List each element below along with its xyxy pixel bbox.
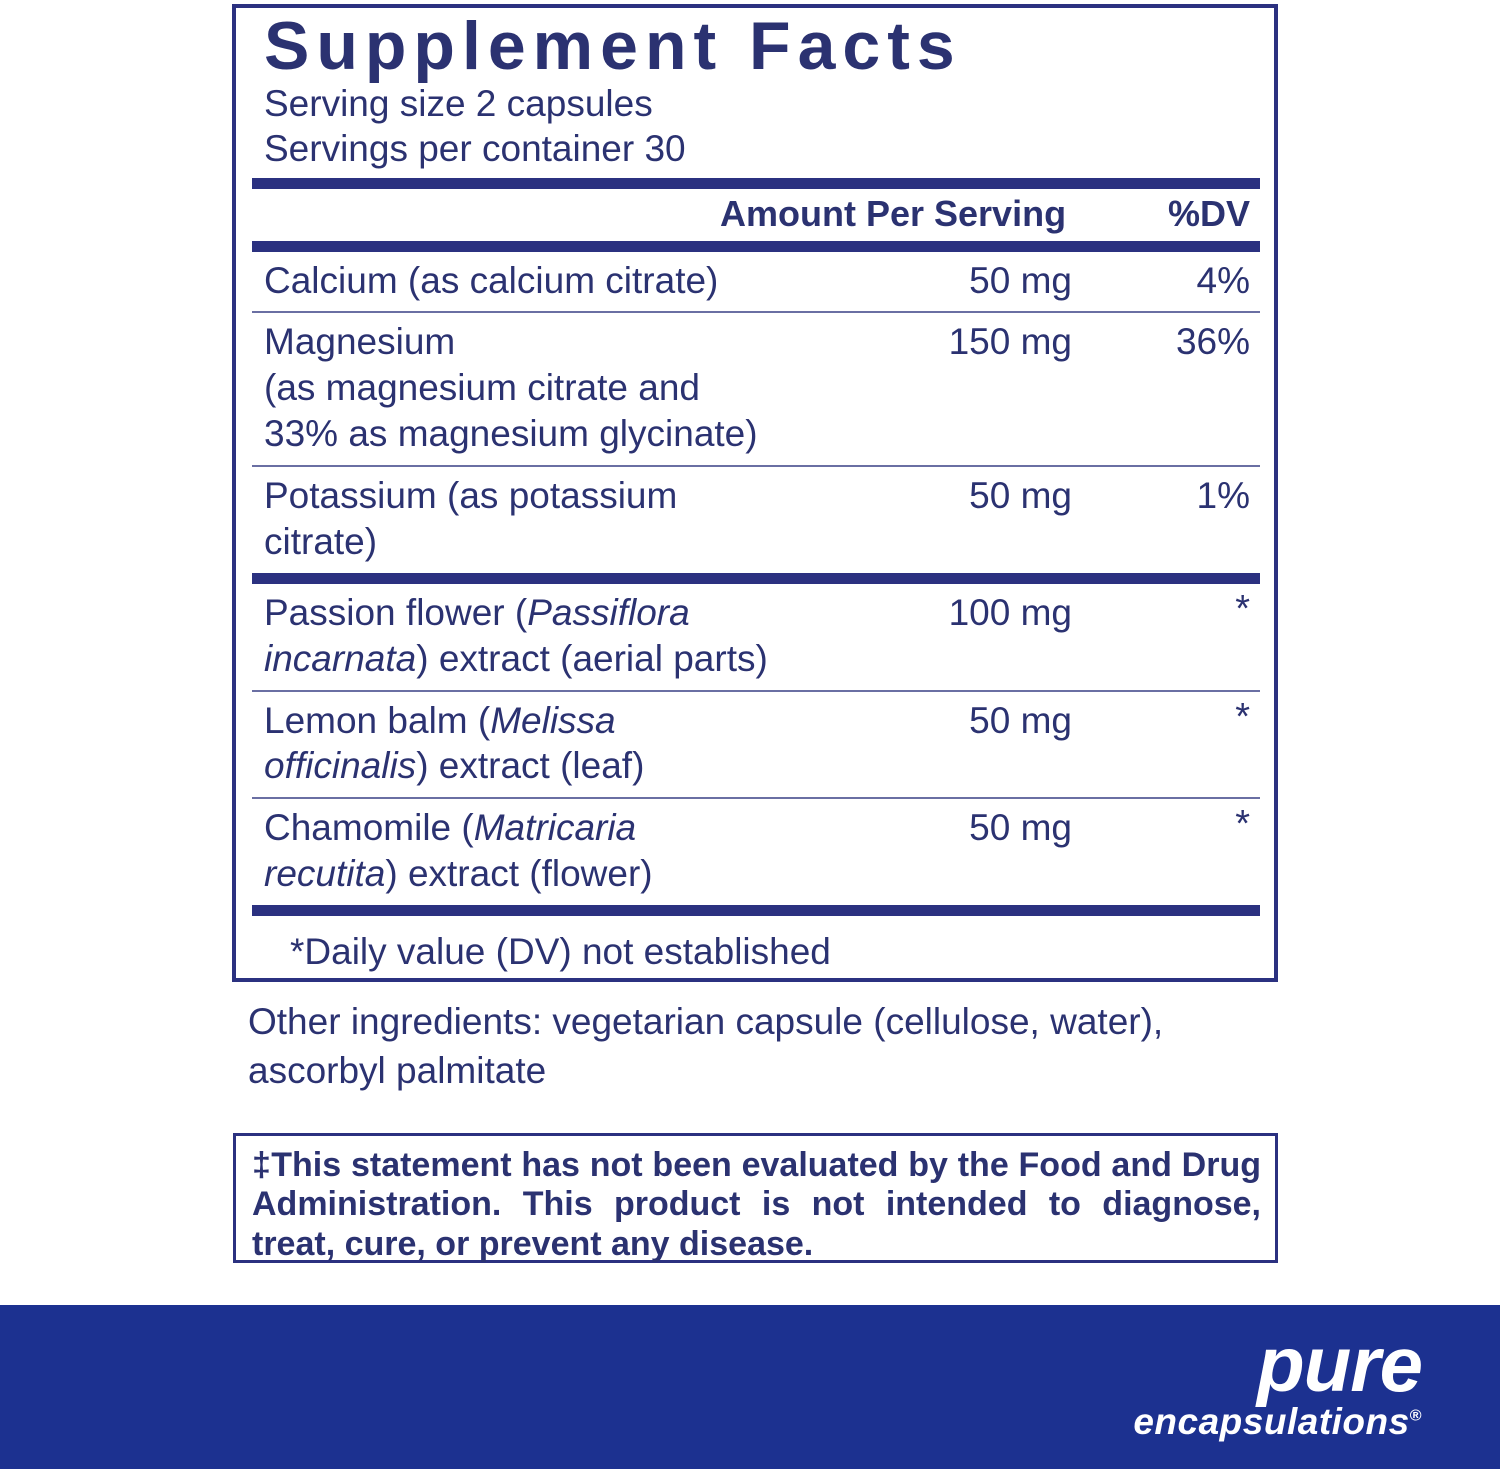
page-title: Supplement Facts [264,8,962,84]
nutrient-latin-name: Passiflora incarnata [264,591,690,679]
table-row: Passion flower (Passiflora incarnata) ex… [252,584,1260,690]
nutrient-dv: 1% [1196,475,1250,517]
nutrient-latin-name: Matricaria recutita [264,807,637,895]
nutrient-name: Potassium (as potassium citrate) [264,475,678,562]
brand-name-secondary: encapsulations® [1133,1403,1422,1440]
divider-footnote-thick [252,905,1260,917]
divider-header-thick [252,240,1260,252]
nutrient-name-suffix: ) extract (leaf) [416,745,645,787]
row-separator [252,689,1260,692]
nutrient-dv: * [1235,695,1250,738]
table-column-header-row: Amount Per Serving %DV [252,189,1260,241]
table-row: Lemon balm (Melissa officinalis) extract… [252,692,1260,798]
brand-secondary-label: encapsulations [1133,1400,1410,1442]
fda-disclaimer-text: ‡This statement has not been evaluated b… [252,1146,1261,1263]
nutrient-name: Magnesium (as magnesium citrate and 33% … [252,319,772,457]
table-row: Potassium (as potassium citrate) 50 mg 1… [252,467,1260,573]
divider-top-thick [252,177,1260,189]
brand-logo: pure encapsulations® [1133,1320,1423,1440]
nutrient-name: Chamomile (Matricaria recutita) extract … [252,805,772,897]
row-separator [252,465,1260,468]
serving-size-text: Serving size 2 capsules [264,83,653,125]
servings-per-container-text: Servings per container 30 [264,128,686,170]
nutrient-amount: 100 mg [948,591,1072,633]
nutrient-amount: 50 mg [969,259,1072,301]
nutrient-name-line: (as magnesium citrate and [264,367,700,409]
nutrient-name-line: 33% as magnesium glycinate) [264,413,758,455]
nutrient-amount: 50 mg [969,475,1072,517]
nutrient-dv: * [1235,587,1250,630]
column-header-dv: %DV [1167,192,1250,234]
nutrient-amount: 50 mg [969,699,1072,741]
brand-name-primary: pure [1256,1320,1423,1408]
supplement-facts-inner: Supplement Facts Serving size 2 capsules… [236,8,1274,985]
nutrient-amount: 150 mg [948,321,1072,363]
fda-disclaimer-box: ‡This statement has not been evaluated b… [233,1133,1278,1263]
registered-trademark-icon: ® [1409,1407,1422,1425]
nutrient-name-suffix: ) extract (aerial parts) [416,637,768,679]
nutrient-name-prefix: Lemon balm ( [264,699,491,741]
nutrient-name-prefix: Chamomile ( [264,807,474,849]
nutrient-name: Calcium (as calcium citrate) [264,259,719,301]
nutrient-name: Lemon balm (Melissa officinalis) extract… [252,698,772,790]
nutrient-name-prefix: Passion flower ( [264,591,528,633]
nutrient-dv: 36% [1175,321,1250,363]
nutrient-name: Passion flower (Passiflora incarnata) ex… [252,590,772,682]
row-separator [252,311,1260,314]
table-row: Chamomile (Matricaria recutita) extract … [252,799,1260,905]
nutrient-latin-name: Melissa officinalis [264,699,616,787]
supplement-facts-panel: Supplement Facts Serving size 2 capsules… [232,4,1278,982]
row-separator [252,797,1260,800]
nutrient-name-suffix: ) extract (flower) [385,853,653,895]
other-ingredients-text: Other ingredients: vegetarian capsule (c… [248,1001,1164,1091]
nutrient-name-line: Magnesium [264,321,456,363]
table-row: Magnesium (as magnesium citrate and 33% … [252,313,1260,465]
daily-value-footnote: *Daily value (DV) not established [290,931,831,973]
column-header-amount: Amount Per Serving [720,192,1067,234]
divider-botanicals-thick [252,572,1260,584]
nutrient-amount: 50 mg [969,807,1072,849]
table-row: Calcium (as calcium citrate) 50 mg 4% [252,252,1260,312]
nutrient-dv: * [1235,803,1250,846]
nutrient-dv: 4% [1196,259,1250,301]
brand-footer-band: pure encapsulations® [0,1305,1500,1469]
